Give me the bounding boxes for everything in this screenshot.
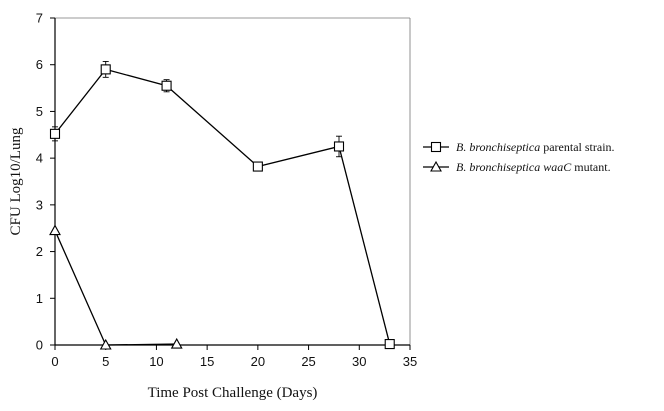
x-tick-label: 25 (301, 354, 315, 369)
square-marker (100, 64, 111, 75)
series-layer (49, 60, 395, 350)
triangle-marker (170, 337, 183, 349)
series-1 (49, 60, 395, 350)
y-tick-label: 0 (36, 338, 43, 353)
axes: 0 1 2 3 4 5 6 7 0 5 10 15 20 25 30 35 (36, 11, 417, 370)
y-tick-label: 7 (36, 11, 43, 26)
y-tick-label: 1 (36, 291, 43, 306)
series-2 (49, 224, 183, 350)
x-tick-label: 10 (149, 354, 163, 369)
legend-label: B. bronchiseptica waaC mutant. (456, 160, 611, 174)
square-marker (333, 141, 345, 152)
x-tick-label: 20 (251, 354, 265, 369)
series-line (54, 230, 177, 346)
legend-item-1: B. bronchiseptica parental strain. (423, 140, 615, 154)
y-tick-label: 2 (36, 244, 43, 259)
legend-label: B. bronchiseptica parental strain. (456, 140, 615, 154)
y-tick-label: 6 (36, 57, 43, 72)
plot-frame (55, 17, 411, 345)
square-marker (161, 80, 172, 91)
y-tick-label: 5 (36, 104, 43, 119)
series-line (54, 68, 391, 345)
triangle-marker (49, 224, 61, 236)
y-axis-title: CFU Log10/Lung (8, 127, 24, 235)
x-axis-title: Time Post Challenge (Days) (148, 385, 318, 401)
square-marker (430, 141, 442, 153)
triangle-marker (430, 160, 442, 172)
square-marker (252, 161, 263, 172)
x-tick-label: 0 (51, 354, 58, 369)
y-tick-label: 4 (36, 151, 43, 166)
x-tick-label: 15 (200, 354, 214, 369)
square-marker (384, 339, 395, 350)
legend-item-2: B. bronchiseptica waaC mutant. (423, 160, 611, 174)
legend: B. bronchiseptica parental strain. B. bro… (423, 140, 615, 174)
y-tick-label: 3 (36, 197, 43, 212)
square-marker (49, 128, 61, 139)
x-tick-label: 35 (403, 354, 417, 369)
x-tick-label: 5 (102, 354, 109, 369)
x-tick-label: 30 (352, 354, 366, 369)
triangle-marker (99, 338, 112, 350)
